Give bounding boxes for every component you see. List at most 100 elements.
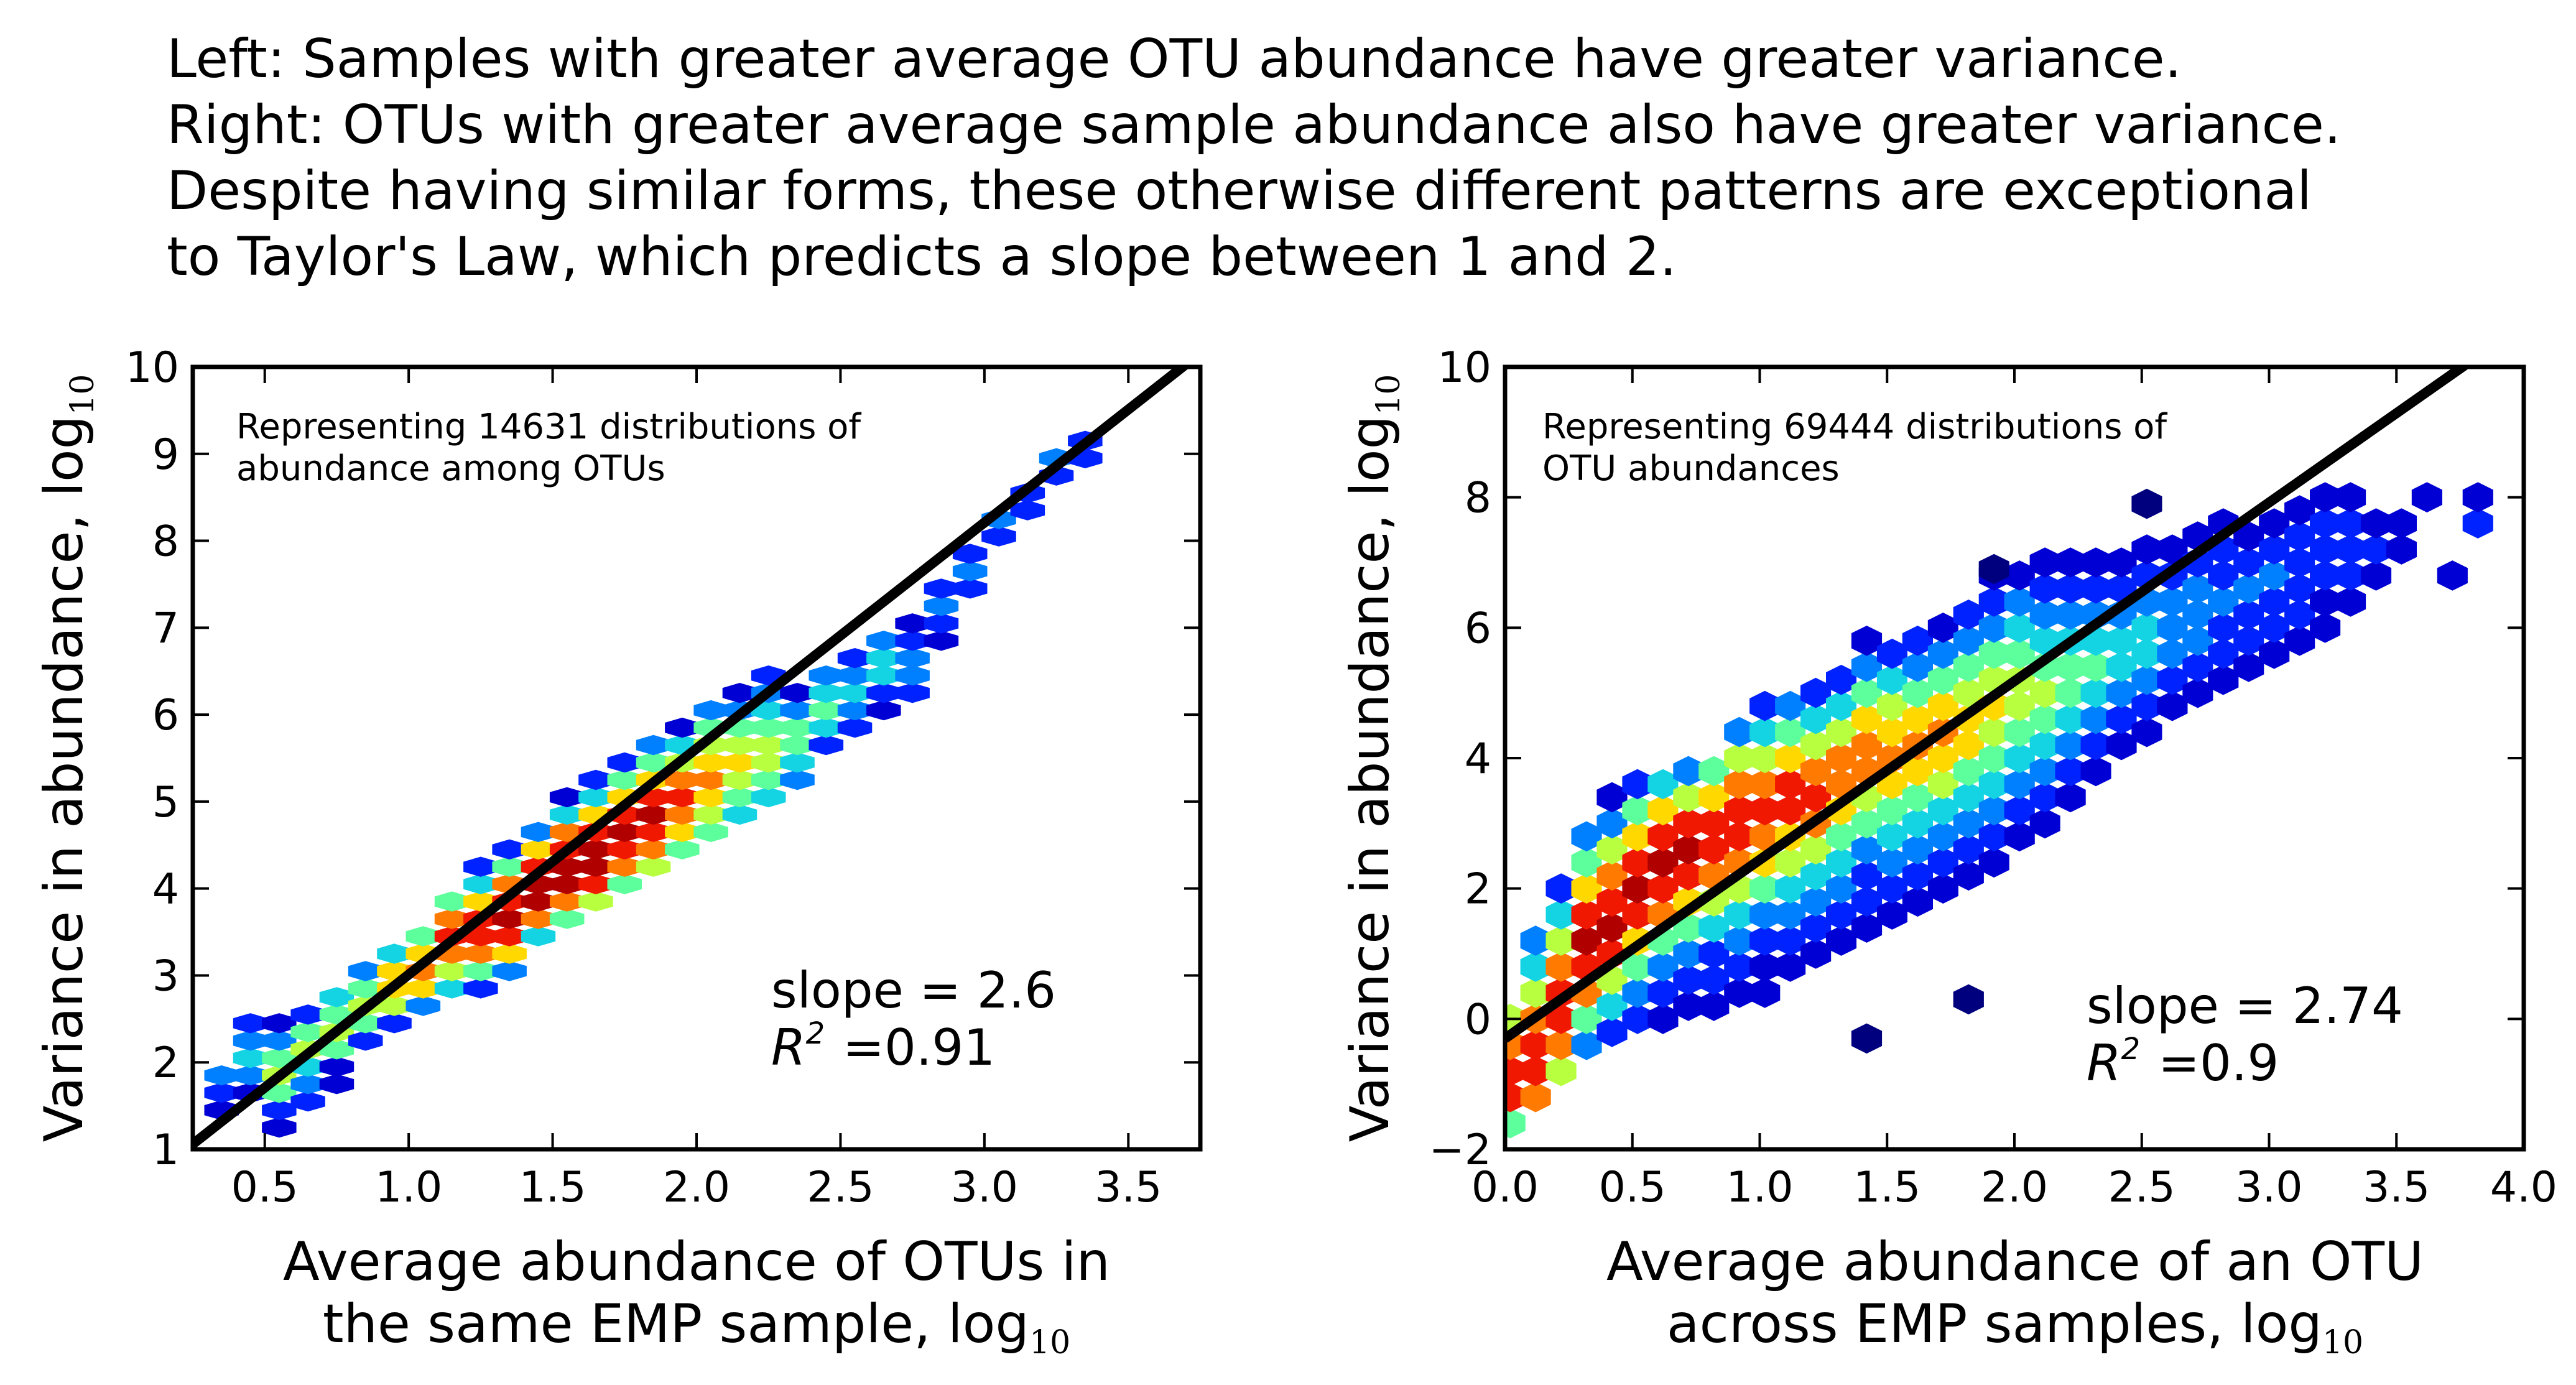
right-hex-bin xyxy=(1520,1082,1551,1113)
left-x-axis-label-line-1: Average abundance of OTUs in xyxy=(283,1231,1110,1293)
right-hex-bin xyxy=(2004,743,2035,774)
left-hex-bin xyxy=(233,1013,268,1034)
right-hex-bin xyxy=(1876,821,1907,852)
right-hex-bin xyxy=(1800,938,1832,969)
right-hex-bin xyxy=(2004,795,2035,826)
left-hex-bin xyxy=(607,839,642,859)
left-hex-bin xyxy=(751,752,786,773)
right-hex-bin xyxy=(2233,573,2264,604)
left-hex-bin xyxy=(319,1057,354,1077)
right-hex-bin xyxy=(1978,638,2009,669)
right-hex-bin xyxy=(1749,873,1781,904)
left-hex-bin xyxy=(463,874,498,894)
right-hex-bin xyxy=(1647,769,1679,800)
left-r2-label: =0.91 xyxy=(843,1019,995,1077)
left-hex-bin xyxy=(895,665,930,686)
right-hex-bin xyxy=(2157,690,2188,721)
left-hex-bin xyxy=(578,856,613,877)
right-hex-bin xyxy=(2131,613,2162,643)
left-hex-bin xyxy=(233,1031,268,1051)
right-hex-bin xyxy=(2208,664,2239,695)
right-hex-bin xyxy=(2462,508,2493,539)
right-hex-bin xyxy=(1876,795,1907,826)
left-hex-bin xyxy=(290,1091,325,1112)
left-hex-bin xyxy=(607,769,642,790)
right-hex-bin xyxy=(2157,664,2188,695)
left-hex-bin xyxy=(665,769,700,790)
right-annotation-line-1: Representing 69444 distributions of xyxy=(1542,407,2167,447)
right-hex-bin xyxy=(1571,821,1602,852)
right-hex-bin xyxy=(1826,821,1857,852)
right-hex-bin xyxy=(1978,769,2009,800)
right-hex-bin xyxy=(1978,613,2009,643)
right-hex-bin xyxy=(2208,613,2239,643)
right-hex-bin xyxy=(1953,860,1984,891)
left-hex-bin xyxy=(549,822,585,842)
right-hex-bin xyxy=(2284,573,2315,604)
left-slope-label: slope = 2.6 xyxy=(771,961,1056,1019)
left-hex-bin xyxy=(952,561,988,581)
right-y-tick-label: 8 xyxy=(1465,474,1491,523)
right-x-axis-label-line-2: across EMP samples, log10 xyxy=(1667,1293,2363,1361)
right-hex-bin xyxy=(1978,743,2009,774)
right-hex-bin xyxy=(2259,508,2290,539)
right-hex-bin xyxy=(1622,1004,1653,1034)
right-hex-bin xyxy=(1775,795,1806,826)
left-hex-bin xyxy=(405,926,441,947)
left-x-tick-label: 1.5 xyxy=(519,1163,586,1212)
left-hex-bin xyxy=(521,822,556,842)
right-hex-bin xyxy=(2080,651,2111,682)
right-hex-bin xyxy=(1826,925,1857,956)
right-hex-bin xyxy=(2080,756,2111,787)
left-hex-bin xyxy=(780,734,815,756)
right-hex-bin xyxy=(1622,952,1653,982)
figure-caption: Left: Samples with greater average OTU a… xyxy=(167,26,2530,290)
right-x-tick-label: 1.0 xyxy=(1726,1163,1793,1212)
right-hex-bin xyxy=(2335,482,2366,512)
right-hex-bin xyxy=(1647,1004,1679,1034)
right-hexbin-layer xyxy=(1505,482,2493,1139)
left-hex-bin xyxy=(665,839,700,859)
left-hex-bin xyxy=(492,943,527,964)
left-hex-bin xyxy=(463,978,498,999)
right-hex-bin xyxy=(1927,769,1958,800)
right-hex-bin xyxy=(1851,677,1883,708)
left-hex-bin xyxy=(463,943,498,964)
right-hex-bin xyxy=(1902,703,1933,734)
left-hex-bin xyxy=(348,1031,383,1051)
right-hex-bin xyxy=(1902,756,1933,787)
left-y-tick-label: 3 xyxy=(152,952,179,1001)
right-hex-bin xyxy=(1978,795,2009,826)
right-hex-bin xyxy=(1647,821,1679,852)
right-x-tick-label: 3.0 xyxy=(2235,1163,2302,1212)
right-hex-bin xyxy=(1800,677,1832,708)
right-hex-bin xyxy=(1902,651,1933,682)
left-hex-bin xyxy=(348,961,383,981)
right-hex-bin xyxy=(1953,984,1984,1015)
left-hex-bin xyxy=(722,752,758,773)
right-hex-bin xyxy=(1749,899,1781,930)
right-hex-bin xyxy=(2157,534,2188,565)
right-hex-bin xyxy=(1978,716,2009,748)
left-hex-bin xyxy=(377,996,412,1016)
right-hex-bin xyxy=(2029,808,2060,839)
right-hex-bin xyxy=(1545,952,1577,982)
right-hex-bin xyxy=(2284,495,2315,526)
right-hex-bin xyxy=(1775,690,1806,721)
right-hex-bin xyxy=(1698,991,1730,1021)
right-hex-bin xyxy=(1622,795,1653,826)
right-hex-bin xyxy=(1673,782,1704,813)
right-hex-bin xyxy=(2360,560,2392,591)
right-hex-bin xyxy=(1647,795,1679,826)
right-hex-bin xyxy=(1571,1004,1602,1034)
left-hex-bin xyxy=(780,769,815,790)
right-hex-bin xyxy=(2055,573,2086,604)
right-hex-bin xyxy=(2004,638,2035,669)
left-x-tick-label: 3.0 xyxy=(951,1163,1018,1212)
caption-line-3: Despite having similar forms, these othe… xyxy=(167,160,2312,222)
left-y-tick-label: 6 xyxy=(152,691,179,740)
right-hex-bin xyxy=(1520,1055,1551,1086)
right-hex-bin xyxy=(1673,860,1704,891)
right-hex-bin xyxy=(2106,547,2137,578)
right-hex-bin xyxy=(2029,756,2060,787)
